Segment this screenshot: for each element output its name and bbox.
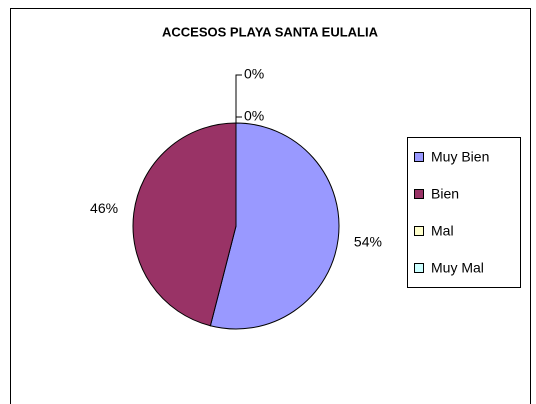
- legend-swatch: [414, 226, 424, 236]
- data-label: 54%: [354, 233, 382, 249]
- data-label: 0%: [244, 66, 264, 82]
- legend-swatch: [414, 189, 424, 199]
- legend-box: [407, 137, 521, 288]
- chart-title: ACCESOS PLAYA SANTA EULALIA: [162, 24, 379, 39]
- legend-label: Mal: [431, 223, 454, 239]
- legend-swatch: [414, 152, 424, 162]
- legend-label: Muy Bien: [431, 149, 489, 165]
- leader-line: [235, 74, 242, 123]
- legend-label: Muy Mal: [431, 260, 484, 276]
- legend-label: Bien: [431, 186, 459, 202]
- data-label: 0%: [244, 108, 264, 124]
- pie-slice: [132, 122, 237, 327]
- legend-swatch: [414, 263, 424, 273]
- pie-slice: [209, 122, 340, 330]
- data-label: 46%: [90, 200, 118, 216]
- leader-line: [235, 116, 242, 123]
